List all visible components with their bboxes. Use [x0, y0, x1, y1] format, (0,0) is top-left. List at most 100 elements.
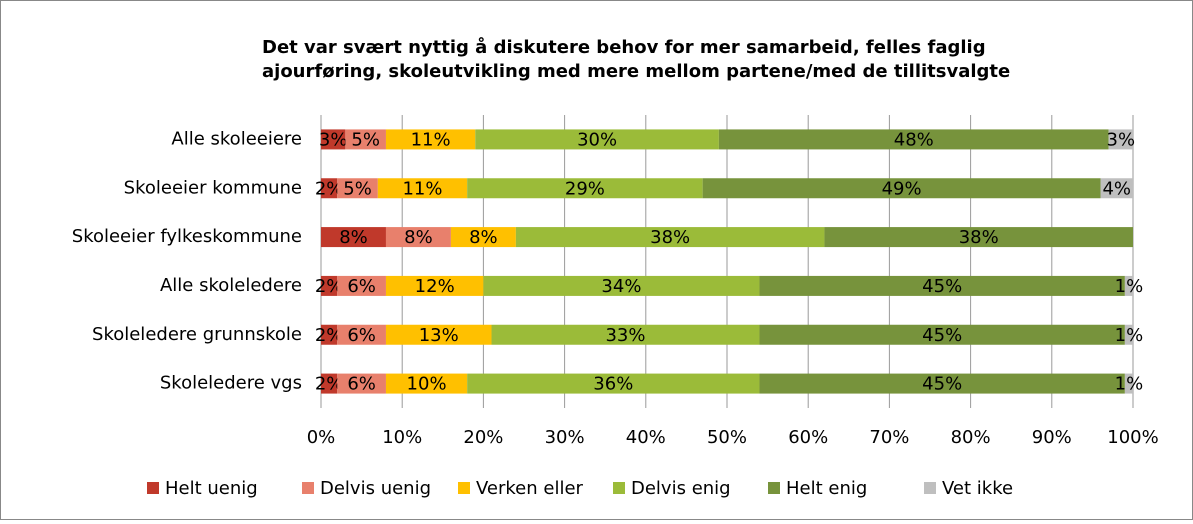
bar-segment — [321, 178, 338, 199]
bar-segment — [824, 227, 1133, 248]
bar-segment — [321, 275, 338, 296]
x-tick-label: 20% — [463, 427, 503, 448]
data-label: 49% — [882, 178, 922, 199]
x-tick-label: 100% — [1107, 427, 1158, 448]
bar-segment — [759, 275, 1125, 296]
bar-segment — [385, 227, 451, 248]
data-label: 48% — [894, 129, 934, 150]
bar-segment — [491, 324, 760, 345]
data-label: 11% — [411, 129, 451, 150]
data-label: 30% — [577, 129, 617, 150]
data-label: 8% — [339, 227, 368, 248]
data-label: 1% — [1115, 325, 1144, 346]
bar-segment — [385, 129, 476, 150]
x-tick-label: 0% — [307, 427, 336, 448]
bar-segment — [702, 178, 1101, 199]
data-label: 1% — [1115, 374, 1144, 395]
data-label: 6% — [347, 374, 376, 395]
legend-label: Helt uenig — [165, 478, 258, 499]
bar-segment — [467, 178, 703, 199]
x-tick-label: 70% — [869, 427, 909, 448]
bar-segment — [1124, 324, 1133, 345]
x-tick-label: 30% — [545, 427, 585, 448]
data-label: 3% — [319, 129, 348, 150]
bar-segment — [1108, 129, 1133, 150]
legend-swatch — [147, 482, 159, 494]
legend-swatch — [768, 482, 780, 494]
bar-segment — [483, 275, 760, 296]
data-label: 38% — [959, 227, 999, 248]
bar-segment — [1100, 178, 1133, 199]
bar-segment — [337, 178, 378, 199]
legend-label: Verken eller — [476, 478, 584, 499]
bar-segment — [385, 275, 484, 296]
data-label: 13% — [419, 325, 459, 346]
bar-segment — [377, 178, 468, 199]
legend-swatch — [302, 482, 314, 494]
y-tick-label: Skoleeier fylkeskommune — [72, 226, 302, 247]
data-label: 8% — [469, 227, 498, 248]
bar-segment — [1124, 275, 1133, 296]
x-tick-label: 40% — [626, 427, 666, 448]
bar-segment — [1124, 373, 1133, 394]
bar-segment — [321, 373, 338, 394]
data-label: 10% — [407, 374, 447, 395]
data-label: 2% — [315, 276, 344, 297]
y-tick-label: Skoleeier kommune — [124, 177, 302, 198]
chart-title: ajourføring, skoleutvikling med mere mel… — [262, 61, 1010, 82]
data-label: 3% — [1107, 129, 1136, 150]
bar-segment — [759, 373, 1125, 394]
data-label: 6% — [347, 276, 376, 297]
chart-title: Det var svært nyttig å diskutere behov f… — [262, 36, 986, 58]
bar-segment — [515, 227, 825, 248]
data-label: 2% — [315, 178, 344, 199]
data-label: 45% — [922, 374, 962, 395]
data-label: 6% — [347, 325, 376, 346]
bar-segment — [475, 129, 719, 150]
data-label: 45% — [922, 325, 962, 346]
legend-swatch — [458, 482, 470, 494]
bar-segment — [450, 227, 516, 248]
legend-label: Vet ikke — [942, 478, 1013, 499]
legend-label: Delvis uenig — [320, 478, 431, 499]
data-label: 11% — [402, 178, 442, 199]
bar-segment — [345, 129, 386, 150]
x-tick-label: 10% — [382, 427, 422, 448]
bar-segment — [385, 324, 492, 345]
data-label: 1% — [1115, 276, 1144, 297]
x-tick-label: 90% — [1032, 427, 1072, 448]
y-tick-label: Skoleledere grunnskole — [92, 324, 302, 345]
bar-segment — [467, 373, 760, 394]
y-tick-label: Alle skoleledere — [160, 275, 302, 296]
y-tick-label: Skoleledere vgs — [160, 373, 302, 394]
data-label: 5% — [351, 129, 380, 150]
legend-swatch — [613, 482, 625, 494]
data-label: 12% — [415, 276, 455, 297]
bar-segment — [321, 129, 346, 150]
y-tick-label: Alle skoleeiere — [171, 128, 302, 149]
data-label: 4% — [1102, 178, 1131, 199]
bar-segment — [385, 373, 468, 394]
legend-label: Delvis enig — [631, 478, 731, 499]
data-label: 38% — [650, 227, 690, 248]
bar-segment — [759, 324, 1125, 345]
data-label: 45% — [922, 276, 962, 297]
bar-segment — [321, 227, 386, 248]
data-label: 34% — [601, 276, 641, 297]
bar-segment — [337, 373, 386, 394]
legend-label: Helt enig — [786, 478, 867, 499]
data-label: 5% — [343, 178, 372, 199]
legend-swatch — [924, 482, 936, 494]
x-tick-label: 60% — [788, 427, 828, 448]
bar-segment — [718, 129, 1109, 150]
bar-segment — [321, 324, 338, 345]
data-label: 29% — [565, 178, 605, 199]
bar-segment — [337, 324, 386, 345]
data-label: 8% — [404, 227, 433, 248]
x-tick-label: 50% — [707, 427, 747, 448]
data-label: 2% — [315, 374, 344, 395]
data-label: 33% — [605, 325, 645, 346]
data-label: 36% — [593, 374, 633, 395]
